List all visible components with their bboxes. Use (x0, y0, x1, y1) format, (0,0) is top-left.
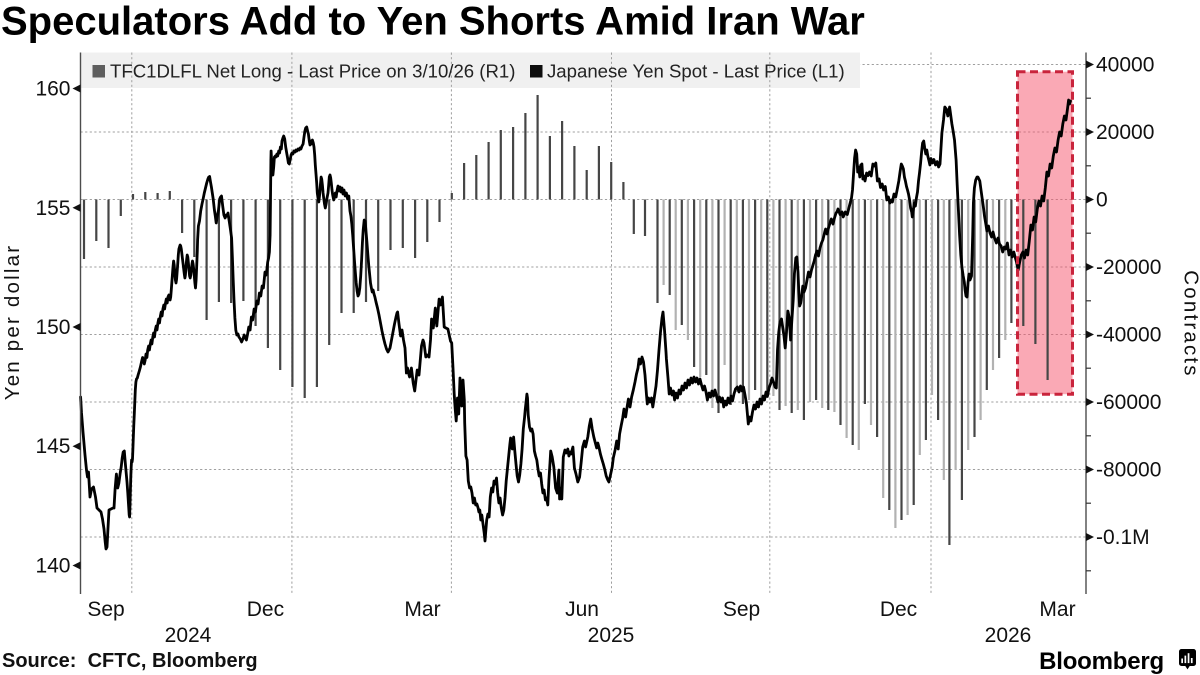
svg-text:Source: CFTC, Bloomberg: Source: CFTC, Bloomberg (2, 650, 258, 672)
svg-text:Speculators Add to Yen Shorts: Speculators Add to Yen Shorts Amid Iran … (1, 0, 865, 44)
svg-text:Jun: Jun (565, 598, 599, 621)
svg-text:Sep: Sep (723, 598, 760, 621)
svg-text:Contracts: Contracts (1180, 270, 1200, 378)
svg-text:Japanese Yen Spot - Last Price: Japanese Yen Spot - Last Price (L1) (547, 61, 845, 82)
svg-text:-20000: -20000 (1096, 256, 1161, 279)
svg-text:Sep: Sep (87, 598, 124, 621)
svg-text:40000: 40000 (1096, 54, 1154, 77)
svg-text:160: 160 (35, 78, 70, 101)
svg-text:Dec: Dec (880, 598, 917, 621)
svg-text:Yen per dollar: Yen per dollar (1, 244, 24, 401)
svg-text:-60000: -60000 (1096, 391, 1161, 414)
svg-text:140: 140 (35, 555, 70, 578)
svg-text:TFC1DLFL Net Long - Last Price: TFC1DLFL Net Long - Last Price on 3/10/2… (110, 61, 515, 82)
svg-text:2024: 2024 (165, 624, 212, 647)
svg-text:-40000: -40000 (1096, 324, 1161, 347)
svg-text:20000: 20000 (1096, 121, 1154, 144)
svg-text:2026: 2026 (985, 624, 1032, 647)
svg-text:145: 145 (35, 435, 70, 458)
svg-text:150: 150 (35, 316, 70, 339)
svg-text:-80000: -80000 (1096, 459, 1161, 482)
svg-text:0: 0 (1096, 189, 1108, 212)
svg-text:Mar: Mar (404, 598, 440, 621)
svg-text:Mar: Mar (1039, 598, 1075, 621)
svg-text:Dec: Dec (247, 598, 284, 621)
svg-text:2025: 2025 (588, 624, 635, 647)
svg-text:155: 155 (35, 197, 70, 220)
svg-text:-0.1M: -0.1M (1096, 526, 1150, 549)
svg-text:Bloomberg: Bloomberg (1039, 648, 1164, 675)
